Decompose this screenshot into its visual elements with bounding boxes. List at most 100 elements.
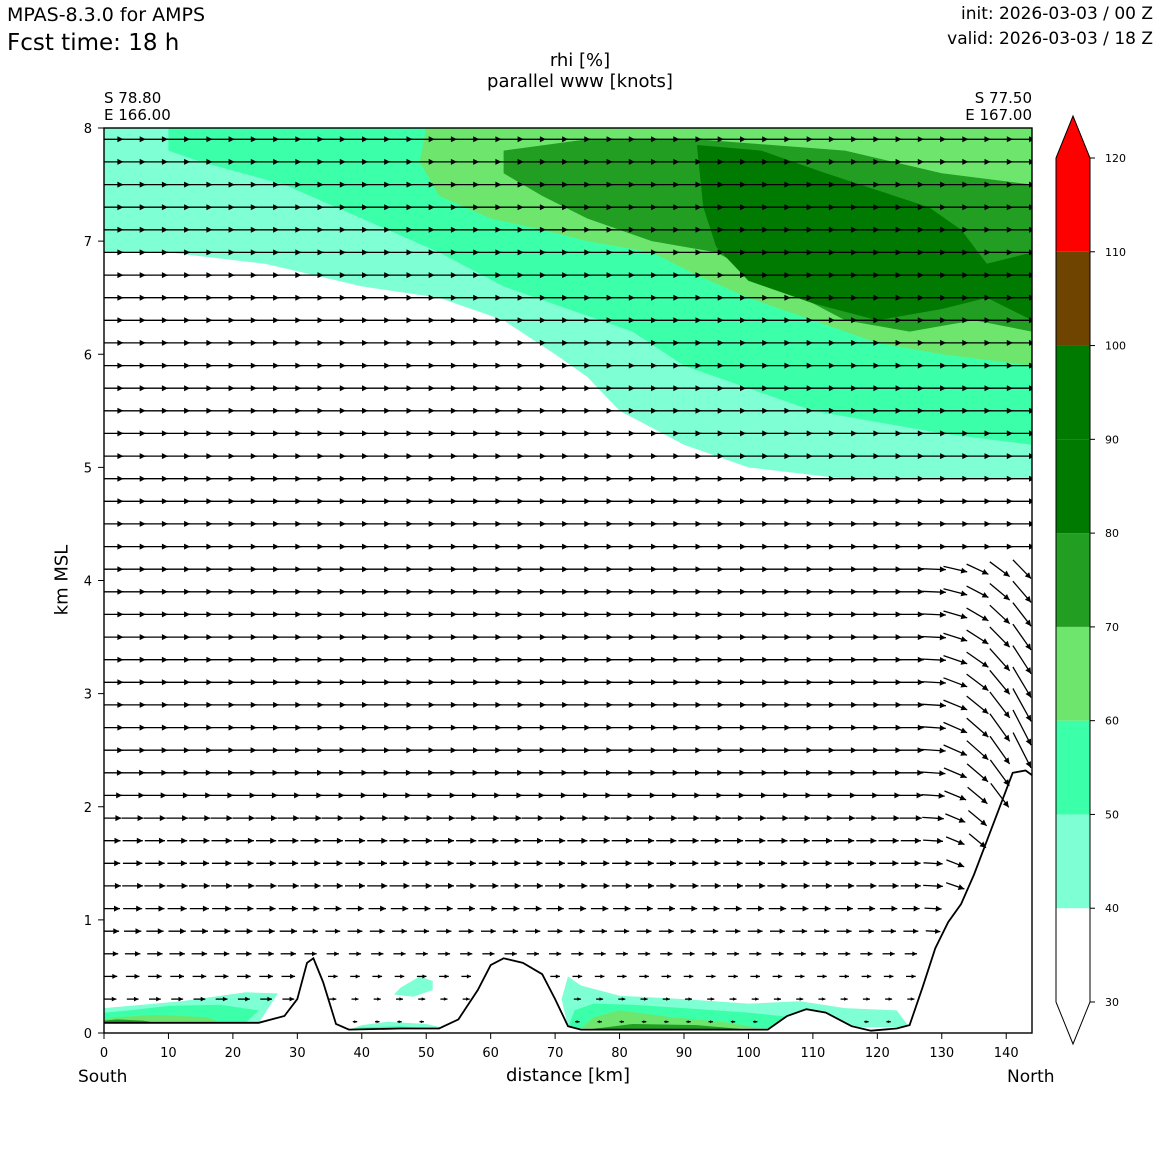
- wind-vector: [608, 498, 635, 505]
- wind-vector: [742, 724, 769, 731]
- wind-vector: [104, 453, 124, 460]
- wind-vector: [792, 928, 808, 934]
- wind-vector: [104, 294, 124, 301]
- wind-vector: [104, 656, 124, 663]
- rh-region-60-12: [580, 1010, 762, 1029]
- wind-vector: [519, 430, 546, 437]
- wind-vector: [408, 475, 435, 482]
- wind-vector: [608, 475, 635, 482]
- wind-vector: [319, 453, 346, 460]
- wind-vector: [367, 837, 388, 844]
- wind-vector: [142, 724, 168, 731]
- colorbar-segment-100: [1056, 251, 1090, 346]
- wind-vector: [608, 724, 635, 731]
- wind-vector: [608, 656, 635, 663]
- wind-vector: [475, 656, 502, 663]
- wind-vector: [126, 996, 139, 1002]
- wind-vector: [729, 997, 737, 1001]
- wind-vector: [853, 588, 880, 595]
- wind-vector: [255, 815, 277, 822]
- wind-vector: [386, 611, 413, 618]
- wind-vector: [230, 611, 257, 618]
- wind-vector: [453, 566, 480, 573]
- wind-vector: [745, 860, 765, 867]
- y-tick-label: 3: [84, 688, 92, 703]
- wind-vector: [392, 928, 407, 934]
- wind-vector: [499, 815, 522, 822]
- wind-vector: [586, 543, 613, 550]
- y-tick-label: 0: [84, 1027, 92, 1042]
- wind-vector: [989, 691, 1011, 719]
- wind-vector: [149, 996, 161, 1002]
- wind-vector: [986, 543, 1013, 550]
- wind-vector: [564, 407, 591, 414]
- wind-vector: [657, 905, 675, 912]
- wind-vector: [104, 860, 121, 867]
- colorbar-tick-label: 110: [1105, 246, 1126, 259]
- wind-vector: [640, 997, 648, 1001]
- wind-vector: [297, 362, 324, 369]
- wind-vector: [256, 860, 276, 867]
- wind-vector: [787, 769, 813, 776]
- wind-vector: [608, 634, 635, 641]
- wind-vector: [453, 701, 480, 708]
- wind-vector: [831, 769, 857, 776]
- wind-vector: [853, 679, 880, 686]
- wind-vector: [943, 767, 967, 779]
- wind-vector: [522, 815, 544, 822]
- wind-vector: [237, 996, 250, 1002]
- wind-vector: [655, 815, 678, 822]
- colorbar-tick-label: 70: [1105, 621, 1119, 634]
- wind-vector: [568, 905, 587, 912]
- wind-vector: [342, 475, 368, 482]
- wind-vector: [814, 928, 830, 934]
- wind-vector: [453, 520, 480, 527]
- wind-vector: [297, 701, 324, 708]
- wind-vector: [236, 951, 252, 957]
- wind-vector: [186, 769, 212, 776]
- wind-vector: [831, 520, 858, 527]
- wind-vector: [742, 634, 769, 641]
- wind-vector: [386, 362, 413, 369]
- wind-vector: [497, 656, 524, 663]
- wind-vector: [104, 815, 122, 822]
- wind-vector: [631, 475, 657, 482]
- wind-vector: [920, 747, 946, 754]
- wind-vector: [897, 588, 924, 595]
- wind-vector: [328, 974, 338, 979]
- wind-vector: [1009, 475, 1032, 482]
- wind-vector: [634, 882, 655, 889]
- wind-vector: [386, 407, 413, 414]
- wind-vector: [142, 747, 168, 754]
- wind-vector: [412, 860, 432, 867]
- wind-vector: [839, 974, 849, 979]
- wind-vector: [141, 543, 168, 550]
- wind-vector: [833, 815, 856, 822]
- wind-vector: [258, 951, 274, 957]
- wind-vector: [431, 701, 457, 708]
- wind-vector: [789, 882, 810, 889]
- wind-vector: [631, 566, 657, 573]
- wind-vector: [685, 997, 692, 1001]
- wind-vector: [191, 951, 208, 957]
- x-tick-label: 10: [160, 1046, 177, 1061]
- wind-vector: [742, 498, 769, 505]
- colorbar-segment-30: [1056, 908, 1090, 1002]
- wind-vector: [386, 294, 413, 301]
- wind-vector: [497, 701, 524, 708]
- wind-vector: [435, 905, 453, 912]
- wind-vector: [416, 974, 427, 979]
- wind-vector: [164, 272, 191, 279]
- wind-vector: [326, 951, 339, 957]
- wind-vector: [297, 294, 324, 301]
- wind-vector: [297, 339, 324, 346]
- wind-vector: [901, 860, 921, 867]
- wind-vector: [280, 951, 296, 957]
- wind-vector: [342, 588, 368, 595]
- wind-vector: [768, 905, 787, 912]
- wind-vector: [897, 566, 924, 573]
- wind-vector: [966, 651, 989, 668]
- wind-vector: [564, 634, 591, 641]
- wind-vector: [879, 905, 898, 912]
- wind-vector: [697, 747, 724, 754]
